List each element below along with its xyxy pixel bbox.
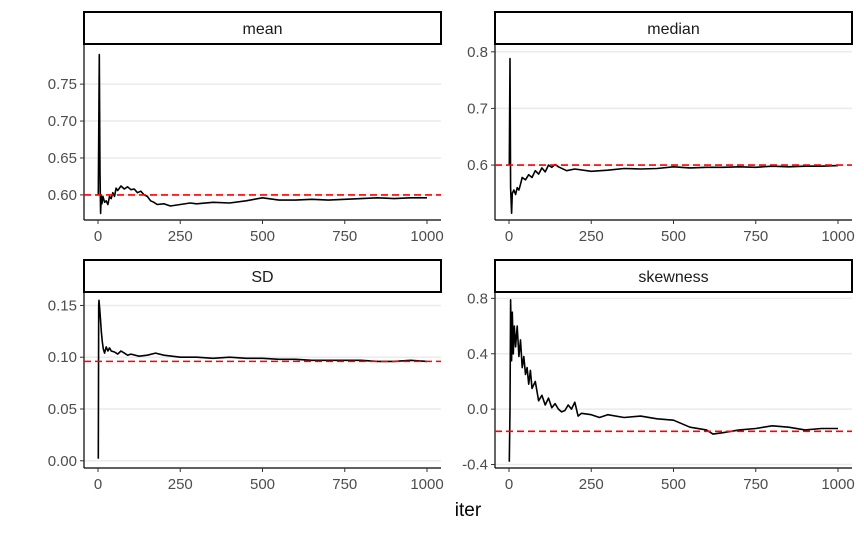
x-tick-label: 500 [661, 476, 686, 493]
strip-median [494, 11, 853, 45]
y-tick-label: 0.00 [48, 453, 77, 470]
x-tick-label: 750 [332, 476, 357, 493]
x-tick-label: 250 [168, 476, 193, 493]
series-line-SD [97, 299, 428, 459]
y-tick-label: 0.75 [48, 76, 77, 93]
x-tick-label: 750 [743, 228, 768, 245]
x-tick-label: 0 [505, 476, 513, 493]
x-tick-label: 500 [250, 228, 275, 245]
series-line-mean [97, 53, 427, 215]
x-tick-label: 500 [661, 228, 686, 245]
x-axis-title: iter [455, 500, 482, 521]
y-tick-label: 0.8 [467, 290, 488, 307]
y-tick-label: 0.15 [48, 297, 77, 314]
x-tick-label: 250 [168, 228, 193, 245]
x-tick-label: 750 [743, 476, 768, 493]
panel-skewness: skewness -0.4 0.0 0.4 0.8 0 250 500 750 1000 [462, 259, 855, 493]
strip-label: median [647, 21, 699, 38]
y-tick-label: 0.0 [467, 401, 488, 418]
y-tick-label: 0.60 [48, 187, 77, 204]
strip-SD [83, 259, 442, 293]
panel-median: median 0.6 0.7 0.8 0 250 500 750 1000 [467, 11, 855, 245]
y-tick-label: 0.8 [467, 44, 488, 61]
y-tick-label: 0.6 [467, 157, 488, 174]
strip-skewness [494, 259, 853, 293]
panel-mean: mean 0.60 0.65 0.70 0.75 0 250 500 750 1000 [48, 11, 444, 245]
x-tick-label: 1000 [410, 228, 443, 245]
y-tick-label: 0.7 [467, 100, 488, 117]
y-tick-label: 0.05 [48, 401, 77, 418]
x-tick-label: 1000 [410, 476, 443, 493]
strip-label: SD [251, 269, 273, 286]
y-tick-label: 0.65 [48, 150, 77, 167]
series-line-median [508, 57, 839, 214]
y-tick-label: 0.70 [48, 113, 77, 130]
series-line-skewness [508, 298, 838, 462]
y-tick-label: 0.4 [467, 346, 488, 363]
panel-SD: SD 0.00 0.05 0.10 0.15 0 250 500 750 1000 [48, 259, 444, 493]
x-tick-label: 250 [579, 228, 604, 245]
x-tick-label: 0 [94, 228, 102, 245]
x-tick-label: 250 [579, 476, 604, 493]
y-tick-label: 0.10 [48, 349, 77, 366]
strip-label: skewness [638, 269, 708, 286]
x-tick-label: 1000 [821, 228, 854, 245]
x-tick-label: 750 [332, 228, 357, 245]
strip-label: mean [242, 21, 282, 38]
y-tick-label: -0.4 [462, 457, 488, 474]
strip-mean [83, 11, 442, 45]
x-tick-label: 500 [250, 476, 275, 493]
x-tick-label: 0 [94, 476, 102, 493]
x-tick-label: 0 [505, 228, 513, 245]
x-tick-label: 1000 [821, 476, 854, 493]
